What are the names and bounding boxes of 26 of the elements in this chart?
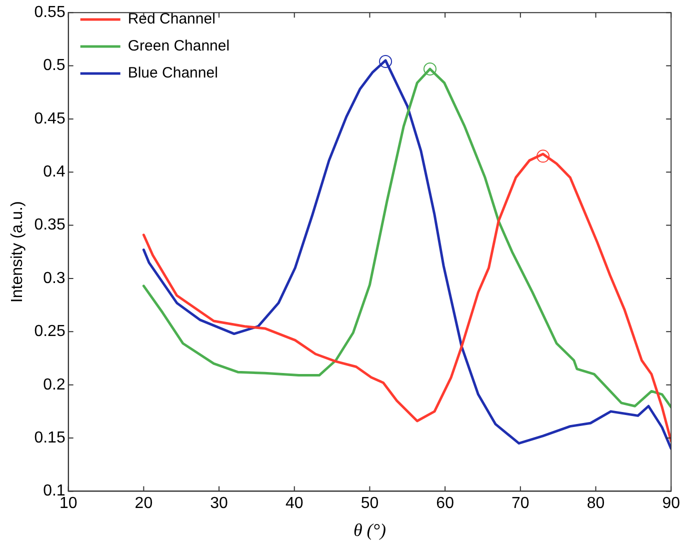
x-tick-label: 50 [360,495,379,512]
y-tick-label: 0.45 [34,110,66,128]
x-tick-label: 40 [285,495,304,512]
y-tick-label: 0.35 [34,216,66,234]
y-axis-title: Intensity (a.u.) [9,201,26,303]
y-tick-label: 0.5 [43,57,66,74]
point [379,55,392,68]
x-tick-label: 20 [134,495,153,512]
legend-label: Green Channel [128,38,230,55]
y-tick-label: 0.15 [34,429,66,446]
y-tick-label: 0.4 [43,164,66,181]
y-tick-label: 0.55 [34,4,66,22]
x-tick-label: 70 [512,495,530,512]
y-tick-label: 0.3 [43,270,66,287]
point [536,150,550,163]
point [423,62,436,76]
x-tick-label: 10 [59,495,78,512]
legend-label: Red Channel [128,10,216,28]
legend-label: Blue Channel [128,64,218,82]
y-tick-label: 0.25 [34,323,66,340]
y-tick-label: 0.2 [43,376,66,394]
x-axis-title: θ (°) [353,520,386,540]
x-tick-label: 30 [210,495,228,512]
x-tick-label: 90 [662,495,680,512]
x-tick-label: 60 [436,495,454,512]
x-tick-label: 80 [586,495,605,512]
